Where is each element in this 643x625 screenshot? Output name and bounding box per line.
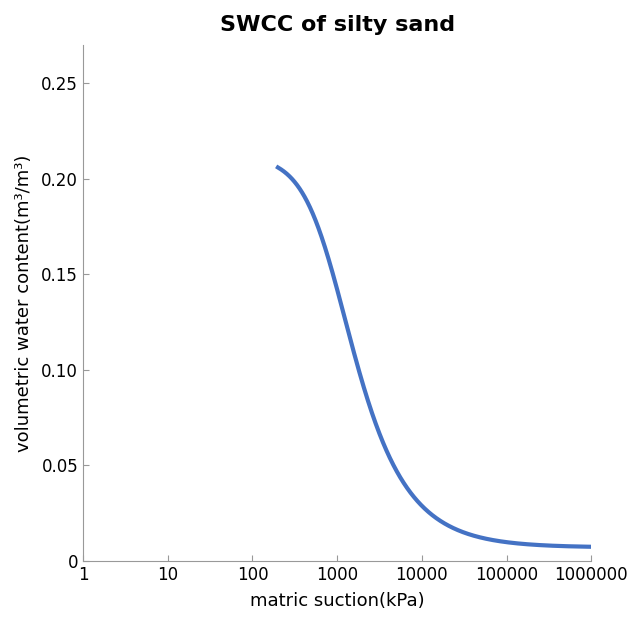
Y-axis label: volumetric water content(m³/m³): volumetric water content(m³/m³) (15, 154, 33, 451)
X-axis label: matric suction(kPa): matric suction(kPa) (250, 592, 424, 610)
Title: SWCC of silty sand: SWCC of silty sand (219, 15, 455, 35)
